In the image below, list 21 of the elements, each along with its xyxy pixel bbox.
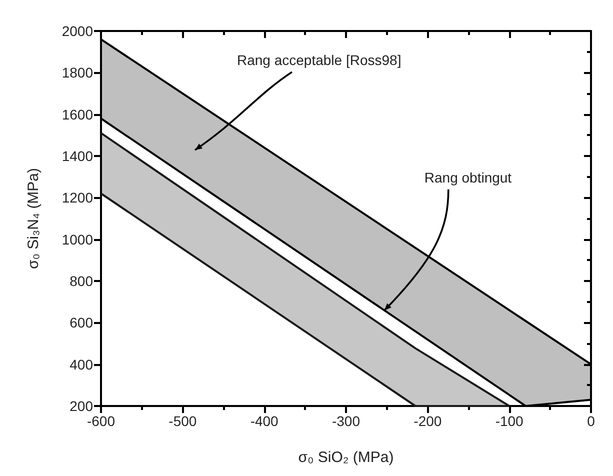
y-tick-label: 1000	[62, 231, 94, 248]
annotation: Rang acceptable [Ross98]	[237, 52, 402, 68]
y-tick-label: 2000	[62, 23, 94, 39]
y-axis-title: σ₀ Si₃N₄ (MPa)	[25, 168, 42, 270]
x-axis-title: σ₀ SiO₂ (MPa)	[298, 449, 394, 466]
x-tick-label: -100	[495, 413, 524, 429]
y-tick-label: 1800	[62, 64, 94, 81]
y-tick-label: 1600	[62, 106, 94, 122]
y-tick-label: 800	[70, 273, 94, 289]
x-tick-label: -200	[414, 413, 442, 429]
y-tick-label: 1200	[62, 190, 94, 206]
y-tick-label: 200	[70, 398, 94, 414]
x-tick-label: 0	[587, 413, 596, 429]
x-tick-label: -500	[168, 413, 197, 429]
y-tick-label: 400	[70, 356, 94, 372]
x-tick-label: -400	[250, 413, 279, 429]
x-tick-label: -600	[86, 413, 116, 429]
y-tick-label: 1400	[62, 148, 94, 164]
x-tick-label: -300	[332, 413, 360, 429]
annotation: Rang obtingut	[424, 169, 512, 186]
y-tick-label: 600	[70, 314, 94, 331]
